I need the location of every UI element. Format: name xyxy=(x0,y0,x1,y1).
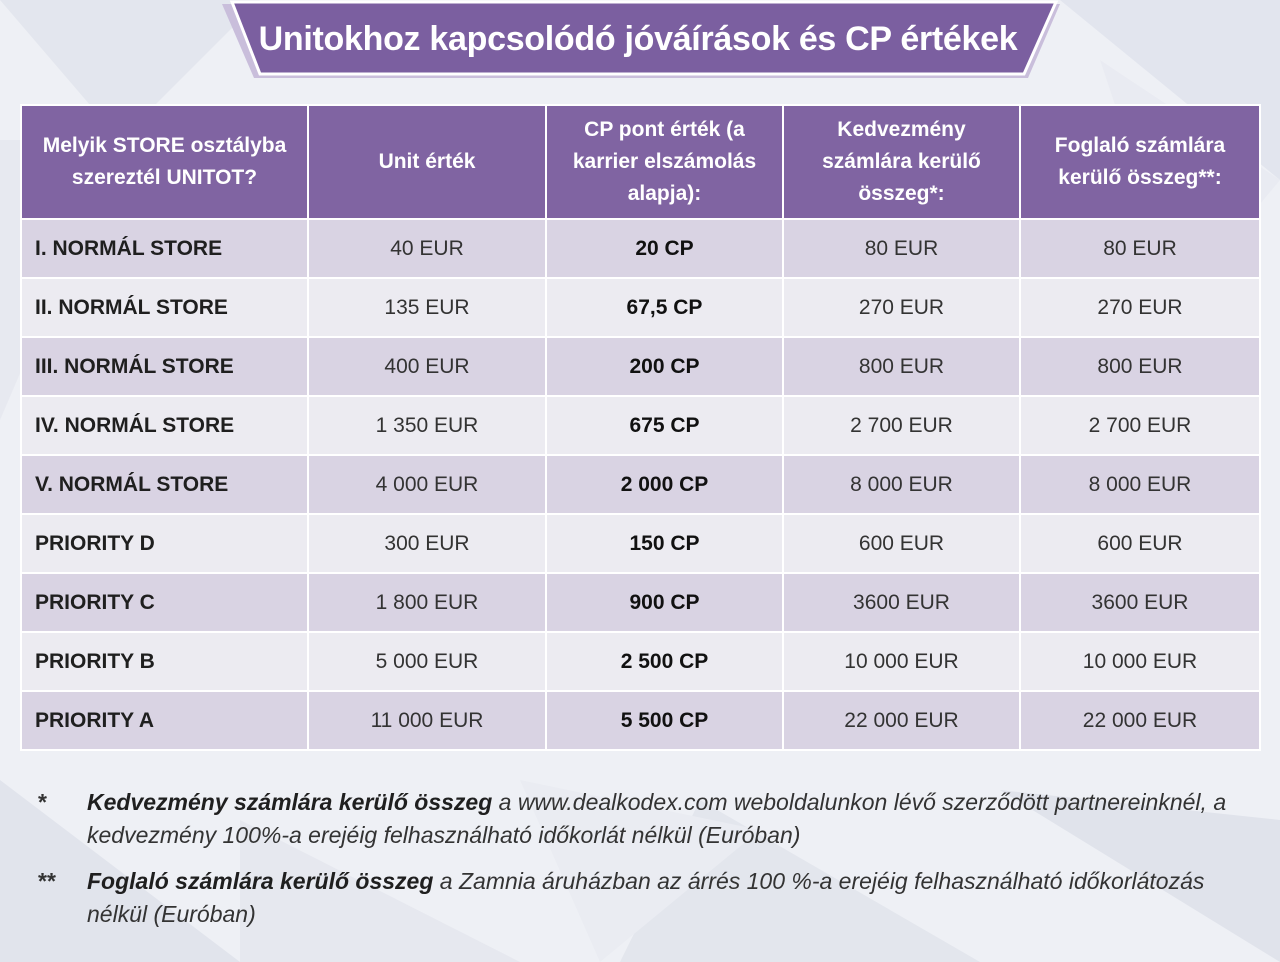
discount-cell: 600 EUR xyxy=(782,513,1021,574)
discount-cell: 22 000 EUR xyxy=(782,690,1021,751)
unit-cell: 40 EUR xyxy=(307,218,547,279)
unit-cell: 11 000 EUR xyxy=(307,690,547,751)
header-deposit: Foglaló számlára kerülő összeg**: xyxy=(1019,104,1261,220)
footnote-mark: * xyxy=(38,789,47,815)
store-cell: IV. NORMÁL STORE xyxy=(20,395,309,456)
footnote-text: a www.dealkodex.com weboldalunkon lévő s… xyxy=(87,789,1227,848)
deposit-cell: 800 EUR xyxy=(1019,336,1261,397)
cp-cell: 2 000 CP xyxy=(545,454,784,515)
table-row: I. NORMÁL STORE 40 EUR 20 CP 80 EUR 80 E… xyxy=(20,218,1261,279)
cp-cell: 200 CP xyxy=(545,336,784,397)
unit-cell: 400 EUR xyxy=(307,336,547,397)
header-cp: CP pont érték (a karrier elszámolás alap… xyxy=(545,104,784,220)
store-cell: PRIORITY C xyxy=(20,572,309,633)
cp-cell: 675 CP xyxy=(545,395,784,456)
unit-cell: 4 000 EUR xyxy=(307,454,547,515)
table-row: II. NORMÁL STORE 135 EUR 67,5 CP 270 EUR… xyxy=(20,277,1261,338)
cp-cell: 5 500 CP xyxy=(545,690,784,751)
header-store: Melyik STORE osztályba szereztél UNITOT? xyxy=(20,104,309,220)
footnote-discount: * Kedvezmény számlára kerülő összeg a www… xyxy=(38,786,1248,852)
footnote-term: Kedvezmény számlára kerülő összeg xyxy=(87,789,493,815)
footnote-deposit: ** Foglaló számlára kerülő összeg a Zamni… xyxy=(38,865,1248,931)
header-discount: Kedvezmény számlára kerülő összeg*: xyxy=(782,104,1021,220)
cp-cell: 900 CP xyxy=(545,572,784,633)
deposit-cell: 2 700 EUR xyxy=(1019,395,1261,456)
discount-cell: 8 000 EUR xyxy=(782,454,1021,515)
cp-cell: 2 500 CP xyxy=(545,631,784,692)
deposit-cell: 10 000 EUR xyxy=(1019,631,1261,692)
table-row: V. NORMÁL STORE 4 000 EUR 2 000 CP 8 000… xyxy=(20,454,1261,515)
deposit-cell: 3600 EUR xyxy=(1019,572,1261,633)
table-row: PRIORITY A 11 000 EUR 5 500 CP 22 000 EU… xyxy=(20,690,1261,751)
header-unit: Unit érték xyxy=(307,104,547,220)
store-cell: I. NORMÁL STORE xyxy=(20,218,309,279)
store-cell: PRIORITY A xyxy=(20,690,309,751)
unit-cell: 1 800 EUR xyxy=(307,572,547,633)
unit-cell: 1 350 EUR xyxy=(307,395,547,456)
discount-cell: 3600 EUR xyxy=(782,572,1021,633)
page-title: Unitokhoz kapcsolódó jóváírások és CP ér… xyxy=(258,19,1018,58)
cp-cell: 20 CP xyxy=(545,218,784,279)
table-row: PRIORITY C 1 800 EUR 900 CP 3600 EUR 360… xyxy=(20,572,1261,633)
unit-cell: 300 EUR xyxy=(307,513,547,574)
discount-cell: 10 000 EUR xyxy=(782,631,1021,692)
footnotes: * Kedvezmény számlára kerülő összeg a www… xyxy=(38,786,1248,944)
deposit-cell: 80 EUR xyxy=(1019,218,1261,279)
footnote-text: a Zamnia áruházban az árrés 100 %-a erej… xyxy=(87,868,1205,927)
table-row: IV. NORMÁL STORE 1 350 EUR 675 CP 2 700 … xyxy=(20,395,1261,456)
deposit-cell: 8 000 EUR xyxy=(1019,454,1261,515)
unit-cell: 5 000 EUR xyxy=(307,631,547,692)
store-cell: PRIORITY D xyxy=(20,513,309,574)
store-cell: V. NORMÁL STORE xyxy=(20,454,309,515)
discount-cell: 270 EUR xyxy=(782,277,1021,338)
cp-cell: 67,5 CP xyxy=(545,277,784,338)
discount-cell: 80 EUR xyxy=(782,218,1021,279)
deposit-cell: 600 EUR xyxy=(1019,513,1261,574)
discount-cell: 800 EUR xyxy=(782,336,1021,397)
store-cell: II. NORMÁL STORE xyxy=(20,277,309,338)
unit-table: Melyik STORE osztályba szereztél UNITOT?… xyxy=(20,104,1261,751)
store-cell: PRIORITY B xyxy=(20,631,309,692)
table-row: PRIORITY B 5 000 EUR 2 500 CP 10 000 EUR… xyxy=(20,631,1261,692)
deposit-cell: 22 000 EUR xyxy=(1019,690,1261,751)
deposit-cell: 270 EUR xyxy=(1019,277,1261,338)
footnote-mark: ** xyxy=(38,868,56,894)
discount-cell: 2 700 EUR xyxy=(782,395,1021,456)
table-row: PRIORITY D 300 EUR 150 CP 600 EUR 600 EU… xyxy=(20,513,1261,574)
title-banner xyxy=(222,0,1060,78)
cp-cell: 150 CP xyxy=(545,513,784,574)
unit-cell: 135 EUR xyxy=(307,277,547,338)
footnote-term: Foglaló számlára kerülő összeg xyxy=(87,868,434,894)
table-header-row: Melyik STORE osztályba szereztél UNITOT?… xyxy=(20,104,1261,220)
table-row: III. NORMÁL STORE 400 EUR 200 CP 800 EUR… xyxy=(20,336,1261,397)
store-cell: III. NORMÁL STORE xyxy=(20,336,309,397)
